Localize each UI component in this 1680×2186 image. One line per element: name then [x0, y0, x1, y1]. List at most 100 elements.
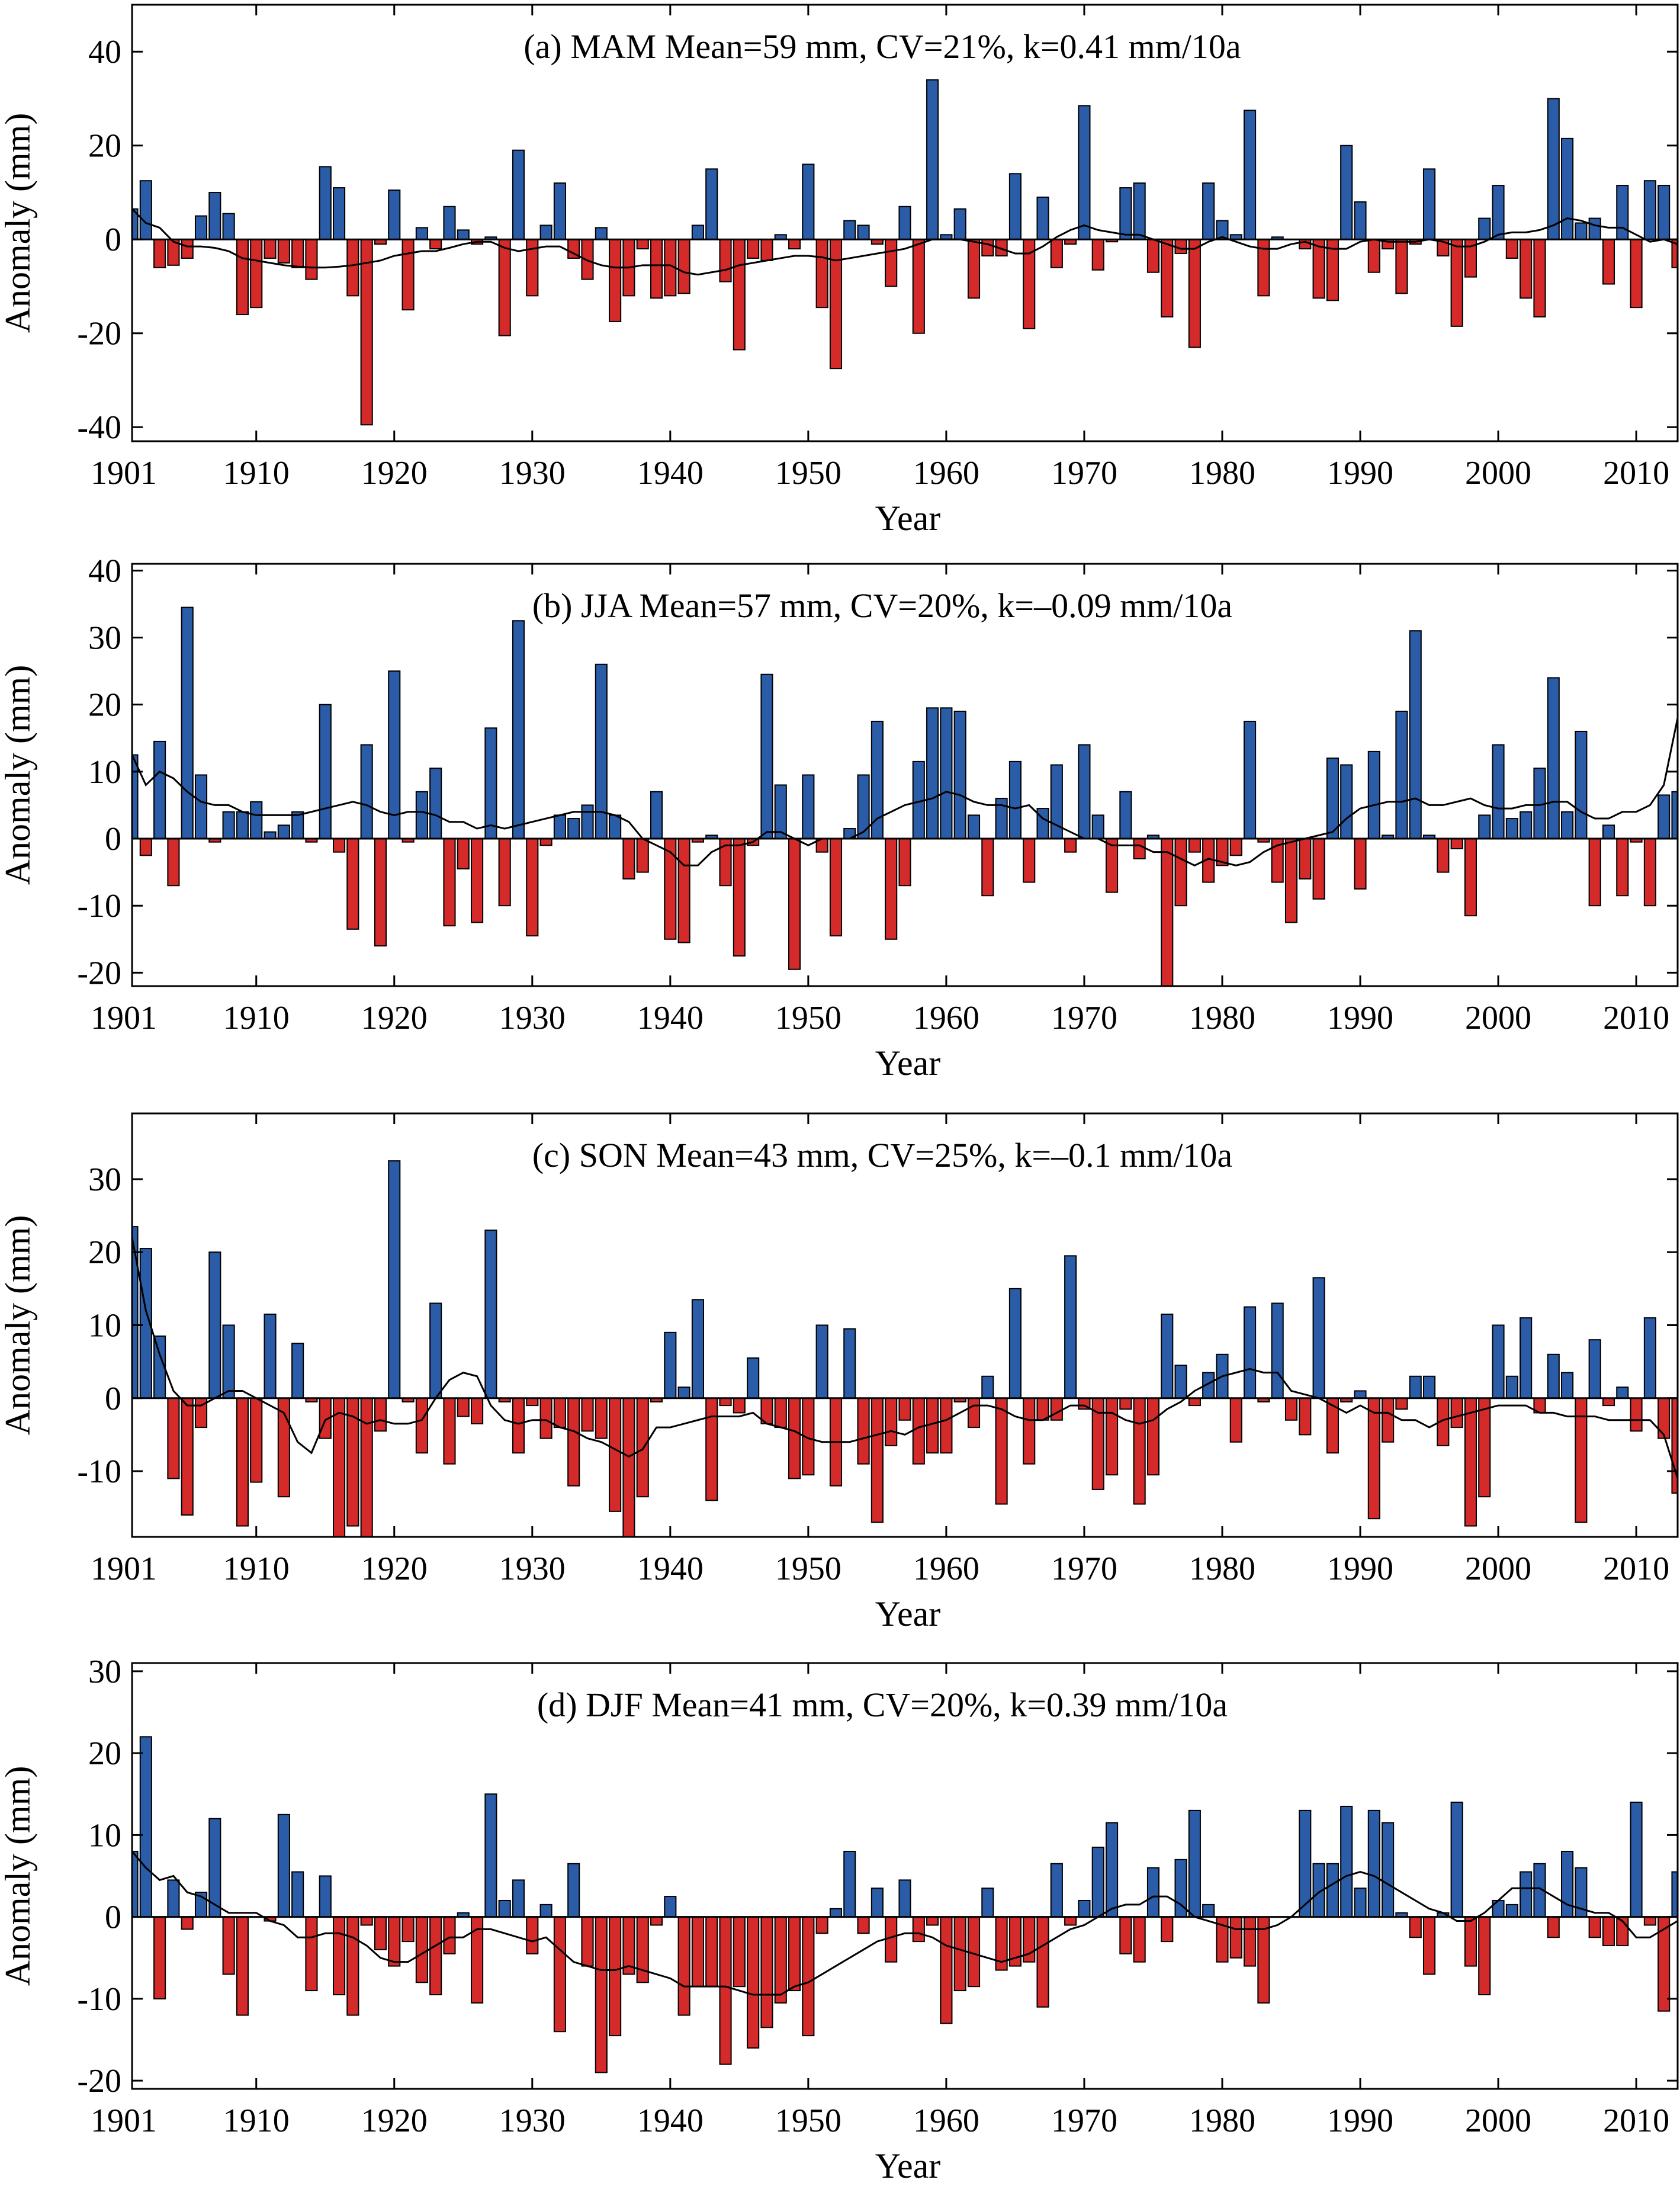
- bar-1937: [622, 1397, 635, 1537]
- bar-1964: [995, 1397, 1008, 1505]
- y-tick-label: 20: [88, 687, 121, 724]
- y-tick-label: -40: [77, 409, 121, 446]
- bar-1982: [1244, 1306, 1257, 1399]
- bar-1946: [747, 1916, 760, 2049]
- bar-1971: [1091, 1847, 1104, 1918]
- bar-1971: [1091, 814, 1104, 840]
- x-tick-label: 2000: [1465, 1551, 1531, 1587]
- bar-1926: [471, 838, 484, 923]
- bar-1982: [1244, 720, 1257, 840]
- x-tick-label: 2000: [1465, 455, 1531, 492]
- bar-1902: [139, 1736, 152, 1918]
- x-tick-label: 1990: [1327, 2102, 1393, 2139]
- panel-c: -10 0 10 20 30 1901 1910 1920 1930 1940 1950 1960 19…: [0, 1112, 1679, 1633]
- bar-1909: [236, 1397, 249, 1527]
- bar-1949: [788, 1397, 801, 1479]
- bar-2011: [1643, 1916, 1656, 1926]
- bar-1930: [526, 1916, 539, 1954]
- bar-2000: [1492, 1324, 1505, 1399]
- bar-1981: [1229, 838, 1242, 856]
- bar-1958: [912, 239, 925, 334]
- bar-2011: [1643, 838, 1656, 907]
- bar-1909: [236, 811, 249, 840]
- y-tick-label: 20: [88, 1735, 121, 1772]
- bar-1969: [1064, 1255, 1077, 1399]
- bar-1902: [139, 838, 152, 856]
- bar-1982: [1244, 110, 1257, 240]
- bar-1927: [484, 1793, 497, 1918]
- bar-1968: [1050, 239, 1063, 268]
- bar-2010: [1630, 239, 1643, 309]
- x-tick-label: 1920: [361, 1551, 428, 1587]
- y-tick-label: 30: [88, 619, 121, 656]
- y-axis-label: Anomaly (mm): [0, 1766, 37, 1986]
- bar-1907: [208, 191, 221, 240]
- x-tick-label: 1990: [1327, 455, 1393, 492]
- bar-1969: [1064, 1916, 1077, 1926]
- bar-1928: [498, 239, 511, 336]
- panel-title: (a) MAM Mean=59 mm, CV=21%, k=0.41 mm/10…: [523, 27, 1241, 66]
- bar-1903: [153, 1916, 166, 1999]
- bar-1928: [498, 1899, 511, 1918]
- bar-1944: [719, 239, 732, 283]
- bar-1971: [1091, 239, 1104, 271]
- bar-1939: [650, 791, 663, 840]
- bar-1944: [719, 1397, 732, 1407]
- bar-1909: [236, 1916, 249, 2016]
- x-tick-label: 1901: [91, 1551, 157, 1587]
- bar-1917: [346, 239, 359, 297]
- bar-1923: [429, 1916, 442, 1995]
- bar-1911: [264, 831, 277, 840]
- bar-2005: [1561, 137, 1574, 240]
- bar-1991: [1367, 1809, 1380, 1918]
- bar-1953: [843, 1328, 856, 1399]
- bar-1992: [1382, 1397, 1395, 1443]
- bar-2013: [1671, 1397, 1678, 1494]
- bar-1959: [926, 79, 939, 240]
- bar-1905: [181, 239, 194, 259]
- bar-1902: [139, 180, 152, 240]
- bar-1922: [415, 791, 428, 840]
- bar-1998: [1464, 838, 1477, 917]
- bar-2008: [1602, 824, 1615, 840]
- y-tick-label: 0: [105, 821, 121, 858]
- bar-1973: [1119, 791, 1132, 840]
- x-tick-label: 1920: [361, 455, 428, 492]
- bar-2004: [1547, 677, 1560, 840]
- y-tick-label: 30: [88, 1161, 121, 1198]
- bar-1976: [1161, 1916, 1174, 1943]
- y-tick-label: -10: [77, 1981, 121, 2018]
- bar-2000: [1492, 185, 1505, 240]
- x-tick-label: 1980: [1189, 2102, 1255, 2139]
- x-tick-label: 1910: [223, 1000, 290, 1036]
- bar-1960: [940, 707, 953, 840]
- bar-1987: [1312, 239, 1325, 299]
- bar-1984: [1271, 1302, 1284, 1399]
- bar-2004: [1547, 1916, 1560, 1938]
- bar-1905: [181, 1397, 194, 1516]
- bar-1939: [650, 1916, 663, 1926]
- x-tick-label: 1950: [775, 1551, 841, 1587]
- bar-1909: [236, 239, 249, 316]
- bar-2013: [1671, 791, 1678, 840]
- bar-1948: [774, 1397, 787, 1429]
- x-tick-label: 1970: [1051, 2102, 1117, 2139]
- bar-1973: [1119, 1397, 1132, 1410]
- bar-2007: [1588, 1339, 1601, 1399]
- bar-1988: [1326, 757, 1339, 840]
- bar-1990: [1354, 838, 1367, 890]
- bar-1990: [1354, 201, 1367, 240]
- smoothed-line: [132, 208, 1678, 276]
- panel-b: -20 -10 0 10 20 30 40 1901 1910 1920 1930 1940 1950 1…: [0, 553, 1679, 1083]
- x-tick-label: 1910: [223, 455, 290, 492]
- bar-1972: [1106, 1397, 1119, 1476]
- bar-1913: [291, 1871, 304, 1918]
- bar-1949: [788, 838, 801, 970]
- bar-1938: [636, 239, 649, 250]
- bar-1993: [1395, 710, 1408, 840]
- bar-1933: [567, 818, 580, 840]
- bar-1973: [1119, 1916, 1132, 1954]
- bar-1954: [857, 1397, 870, 1465]
- bar-1941: [677, 239, 690, 294]
- bar-1949: [788, 1916, 801, 1992]
